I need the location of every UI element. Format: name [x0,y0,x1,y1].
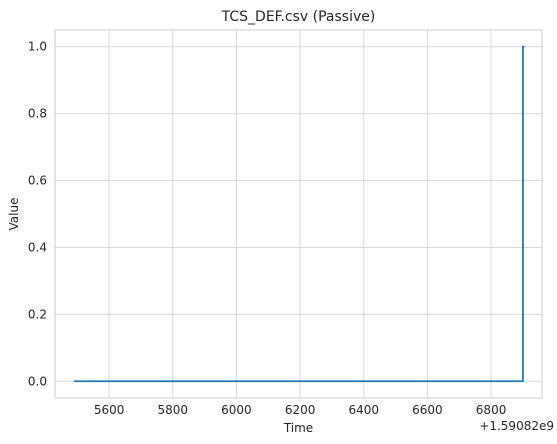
x-tick-label: 6600 [412,403,443,417]
y-tick-label: 0.0 [28,374,47,388]
x-offset-text: +1.59082e9 [479,419,554,433]
x-axis-label: Time [283,421,313,435]
grid [55,30,542,398]
y-tick-label: 0.4 [28,240,47,254]
x-tick-label: 5800 [157,403,188,417]
x-tick-label: 6200 [285,403,316,417]
x-tick-label: 5600 [94,403,125,417]
chart-title: TCS_DEF.csv (Passive) [221,9,376,25]
x-tick-label: 6000 [221,403,252,417]
x-tick-label: 6400 [348,403,379,417]
x-ticks: 5600 5800 6000 6200 6400 6600 6800 [94,403,507,417]
y-tick-label: 1.0 [28,40,47,54]
y-tick-label: 0.2 [28,307,47,321]
axes-frame [54,29,543,399]
y-tick-label: 0.8 [28,107,47,121]
x-tick-label: 6800 [476,403,507,417]
series-layer [74,45,525,383]
y-ticks: 0.0 0.2 0.4 0.6 0.8 1.0 [28,40,47,389]
y-axis-label: Value [7,198,21,231]
series-line-0 [74,45,525,383]
y-tick-label: 0.6 [28,174,47,188]
